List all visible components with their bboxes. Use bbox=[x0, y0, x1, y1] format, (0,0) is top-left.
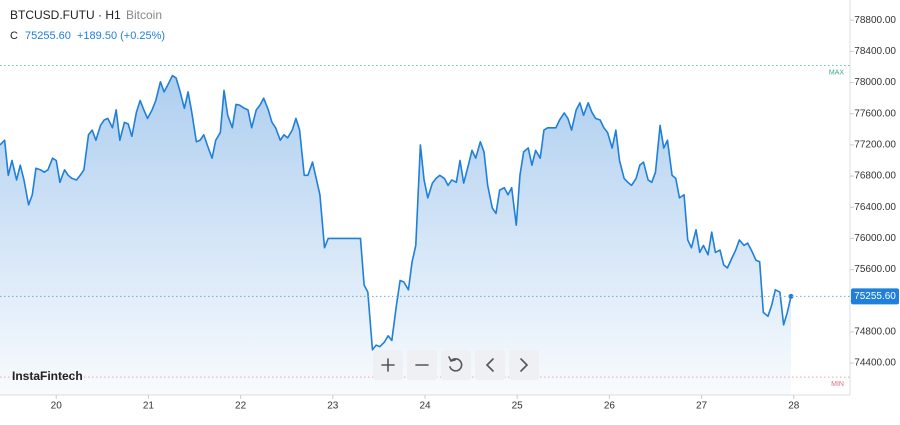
y-tick-label: 78800.00 bbox=[854, 15, 896, 26]
symbol: BTCUSD.FUTU · H1 bbox=[10, 8, 121, 22]
y-tick-label: 74400.00 bbox=[854, 358, 896, 369]
change: +189.50 (+0.25%) bbox=[77, 30, 165, 42]
close-value: 75255.60 bbox=[25, 30, 71, 42]
y-tick-label: 74800.00 bbox=[854, 327, 896, 338]
reset-button[interactable] bbox=[441, 350, 471, 380]
scroll-left-button[interactable] bbox=[475, 350, 505, 380]
area bbox=[0, 75, 791, 395]
y-tick-label: 76400.00 bbox=[854, 202, 896, 213]
x-tick-label: 27 bbox=[696, 401, 708, 412]
price-tag-label: 75255.60 bbox=[854, 291, 896, 302]
price-line bbox=[0, 74, 792, 351]
x-tick-label: 28 bbox=[788, 401, 800, 412]
y-tick-label: 75600.00 bbox=[854, 264, 896, 275]
zoom-in-button[interactable] bbox=[373, 350, 403, 380]
last-point bbox=[788, 293, 794, 299]
x-tick-label: 20 bbox=[51, 401, 63, 412]
x-tick-label: 24 bbox=[419, 401, 431, 412]
y-tick-label: 78400.00 bbox=[854, 46, 896, 57]
max-line-label: MAX bbox=[829, 69, 845, 76]
x-tick-label: 25 bbox=[512, 401, 524, 412]
x-tick-label: 22 bbox=[235, 401, 247, 412]
close-prefix: C bbox=[10, 30, 18, 42]
price-tag bbox=[851, 288, 899, 305]
watermark: InstaFintech bbox=[12, 369, 83, 383]
y-tick-label: 78000.00 bbox=[854, 77, 896, 88]
x-tick-label: 23 bbox=[327, 401, 339, 412]
min-line-label: MIN bbox=[831, 381, 844, 388]
y-tick-label: 77200.00 bbox=[854, 140, 896, 151]
y-tick-label: 76000.00 bbox=[854, 233, 896, 244]
x-tick-label: 26 bbox=[604, 401, 616, 412]
zoom-out-button[interactable] bbox=[407, 350, 437, 380]
scroll-right-button[interactable] bbox=[509, 350, 539, 380]
y-tick-label: 77600.00 bbox=[854, 108, 896, 119]
x-tick-label: 21 bbox=[143, 401, 155, 412]
subtitle: Bitcoin bbox=[126, 8, 162, 22]
y-tick-label: 76800.00 bbox=[854, 171, 896, 182]
